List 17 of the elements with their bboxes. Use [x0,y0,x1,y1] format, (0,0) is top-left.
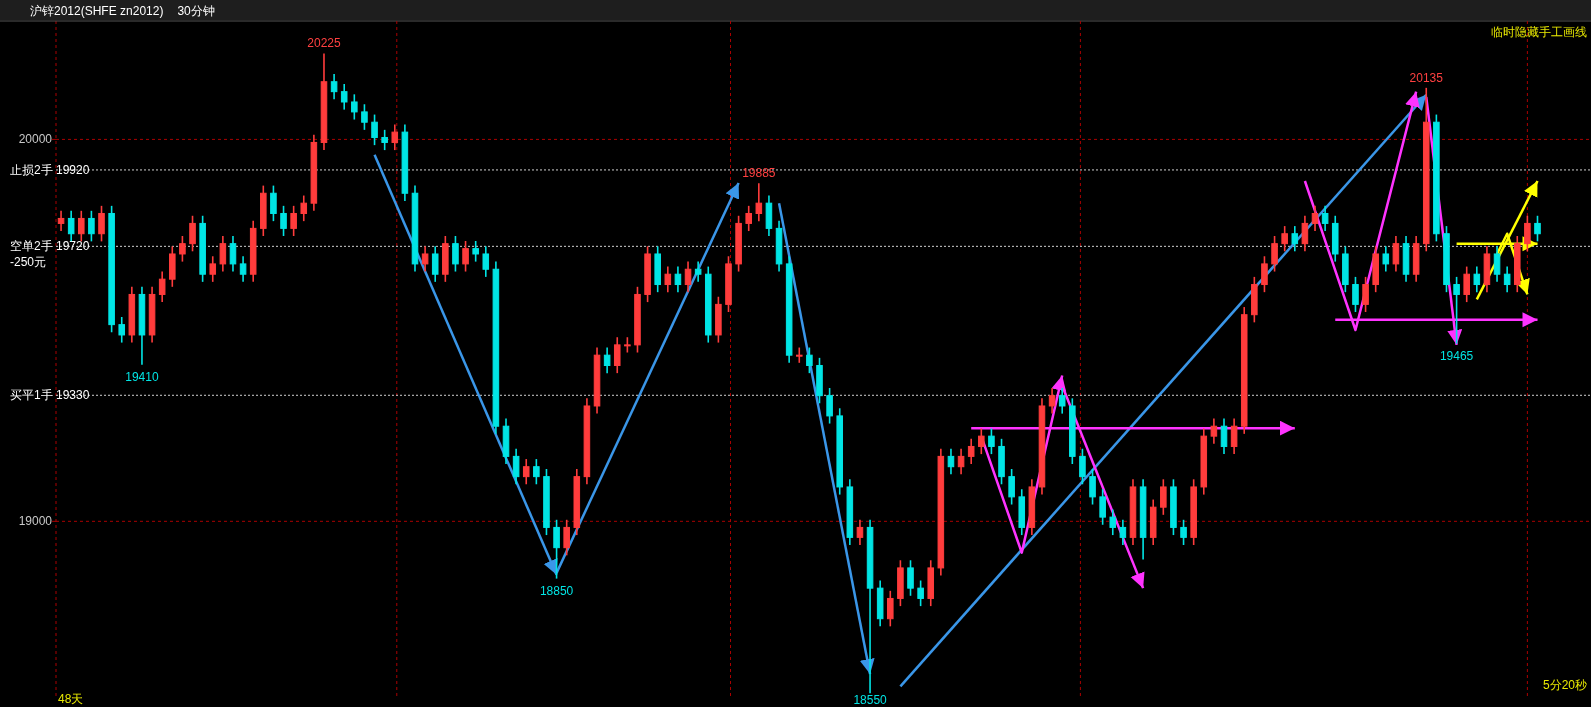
annotation: 19410 [125,369,159,384]
chart-title: 沪锌2012(SHFE zn2012) [30,4,164,18]
chart-subtitle: 30分钟 [177,4,215,18]
y-tick-label: 20000 [18,132,53,147]
y-tick-label: 19000 [18,514,53,529]
ref-line-label: 空单2手 19720 -250元 [10,239,90,270]
annotation: 48天 [58,692,84,706]
annotation: 19885 [742,166,776,181]
ref-line-label: 止损2手 19920 [10,162,90,177]
text: 5分20秒 [1542,678,1587,692]
ref-line-label: 买平1手 19330 [10,388,90,403]
annotation: 20225 [307,36,341,51]
annotation: 20135 [1409,70,1444,85]
annotation: 18850 [539,583,574,598]
annotation: 19465 [1439,348,1474,363]
annotation: 18550 [853,693,888,707]
annotation: 临时隐藏手工画线 [1491,25,1587,39]
